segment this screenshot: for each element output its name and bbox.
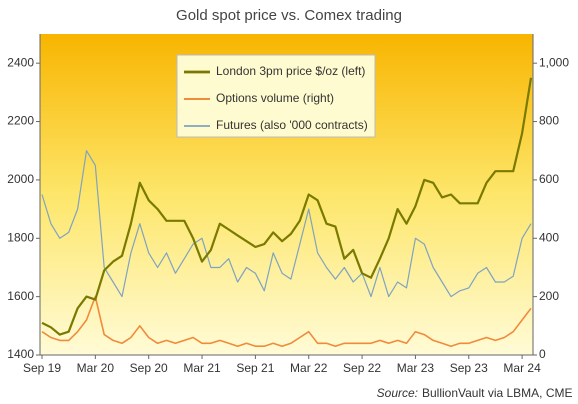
y2-tick-label: 400 [539, 230, 559, 244]
x-tick-label: Sep 22 [343, 361, 381, 375]
y-tick-label: 1800 [7, 230, 34, 244]
legend-label: Options volume (right) [216, 91, 334, 105]
x-tick-label: Mar 21 [183, 361, 221, 375]
y-tick-label: 1600 [7, 289, 34, 303]
source-label: Source: [377, 386, 418, 400]
x-tick-label: Mar 22 [290, 361, 328, 375]
y2-tick-label: 800 [539, 114, 559, 128]
x-tick-label: Sep 21 [236, 361, 274, 375]
x-tick-label: Mar 20 [77, 361, 115, 375]
y-tick-label: 2200 [7, 114, 34, 128]
x-tick-label: Sep 20 [130, 361, 168, 375]
series-line [41, 77, 533, 336]
legend-label: Futures (also '000 contracts) [216, 118, 368, 132]
x-tick-label: Sep 23 [450, 361, 488, 375]
y2-tick-label: 1,000 [539, 55, 569, 69]
legend-label: London 3pm price $/oz (left) [216, 64, 365, 78]
x-tick-label: Mar 24 [503, 361, 541, 375]
legend: London 3pm price $/oz (left) Options volu… [176, 54, 376, 138]
source: BullionVault via LBMA, CME [422, 386, 573, 400]
y2-tick-label: 0 [539, 347, 546, 361]
y-tick-label: 2000 [7, 172, 34, 186]
y-tick-label: 2400 [7, 55, 34, 69]
y2-tick-label: 200 [539, 289, 559, 303]
x-tick-label: Mar 23 [397, 361, 435, 375]
legend-box [176, 54, 376, 138]
x-tick-label: Sep 19 [23, 361, 61, 375]
y2-tick-label: 600 [539, 172, 559, 186]
chart-title: Gold spot price vs. Comex trading [176, 7, 402, 24]
y-tick-label: 1400 [7, 347, 34, 361]
series-line [41, 150, 532, 298]
series-line [41, 295, 532, 347]
